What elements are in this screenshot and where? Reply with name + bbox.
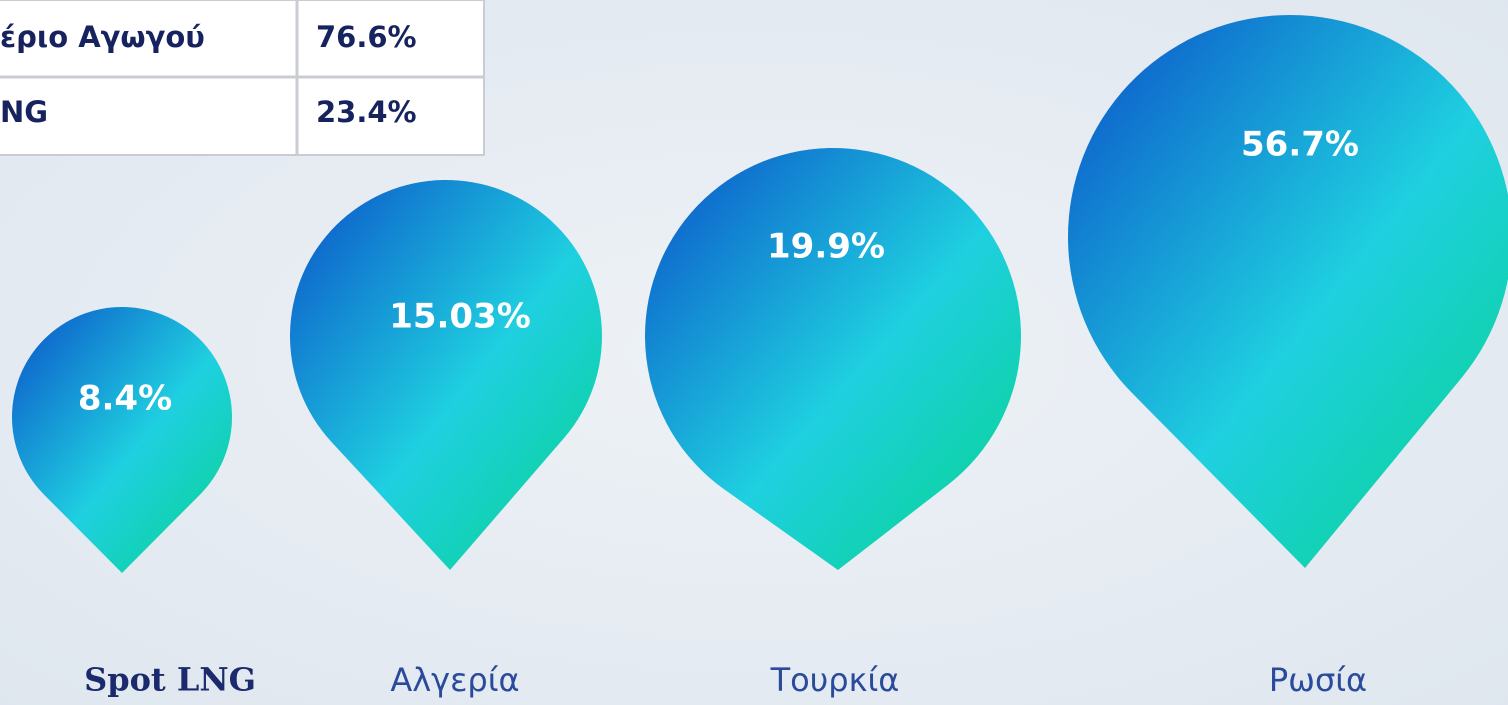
- pin-label: Spot LNG: [84, 661, 256, 699]
- pin-value: 8.4%: [78, 379, 172, 419]
- pin-value: 15.03%: [389, 297, 531, 337]
- pin-label: Ρωσία: [1269, 661, 1367, 699]
- pin: [644, 148, 1021, 570]
- table-cell: έριο Αγωγού: [0, 20, 205, 54]
- pin-label: Αλγερία: [390, 661, 519, 699]
- pin-value: 19.9%: [767, 227, 885, 267]
- table-cell: 76.6%: [316, 20, 417, 54]
- pin: [1068, 15, 1508, 568]
- table-cell: 23.4%: [316, 95, 417, 129]
- pins: 8.4% Spot LNG 15.03% Αλγερία 19.9% Τουρκία 56.…: [11, 15, 1508, 699]
- pin: [290, 180, 602, 571]
- pin-value: 56.7%: [1241, 125, 1359, 165]
- table-cell: NG: [0, 95, 48, 129]
- pin: [11, 307, 232, 573]
- table: έριο Αγωγού 76.6% NG 23.4%: [0, 0, 485, 156]
- pin-label: Τουρκία: [770, 661, 900, 699]
